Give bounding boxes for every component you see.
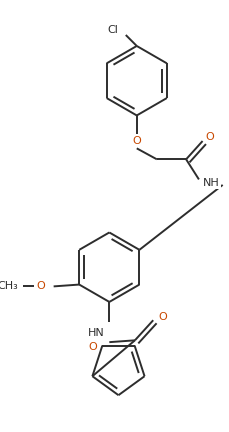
Text: O: O xyxy=(132,136,141,146)
Text: NH: NH xyxy=(202,178,219,188)
Text: CH₃: CH₃ xyxy=(0,281,18,292)
Text: O: O xyxy=(205,132,213,143)
Text: O: O xyxy=(88,343,97,353)
Text: O: O xyxy=(36,281,45,292)
Text: HN: HN xyxy=(88,328,104,338)
Text: Cl: Cl xyxy=(107,25,118,35)
Text: O: O xyxy=(157,311,166,321)
